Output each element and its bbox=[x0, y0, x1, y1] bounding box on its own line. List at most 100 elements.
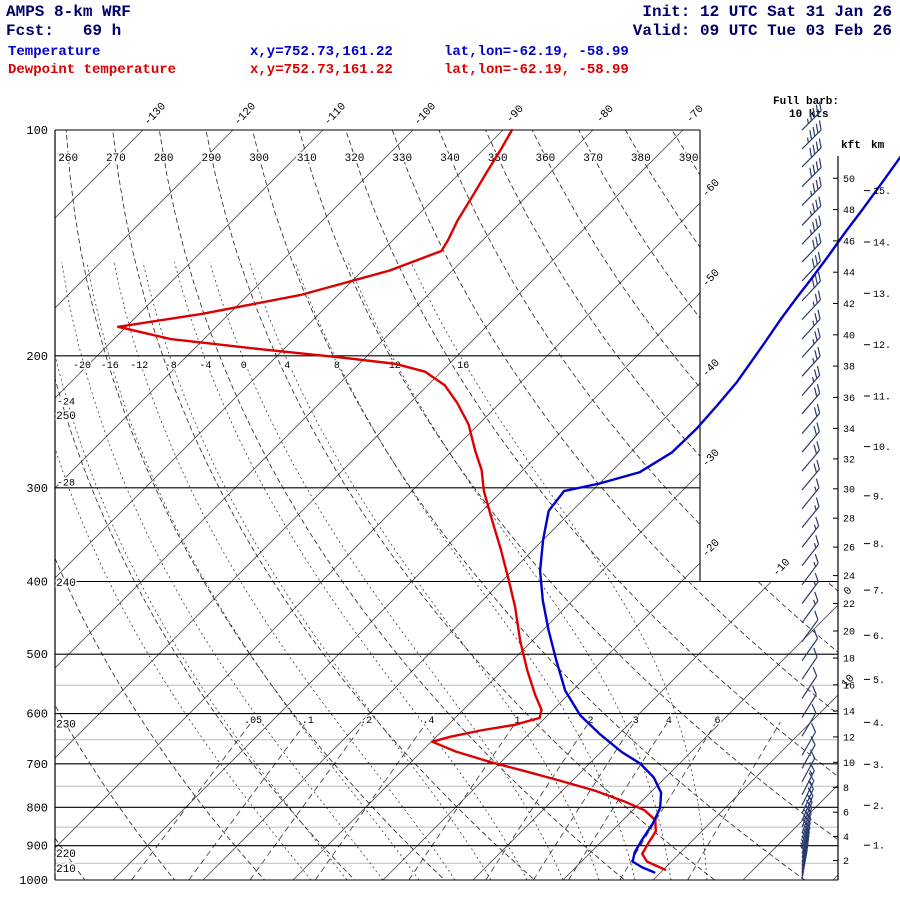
svg-text:900: 900 bbox=[26, 840, 48, 854]
svg-text:6: 6 bbox=[843, 809, 849, 820]
svg-text:-130: -130 bbox=[142, 101, 169, 128]
svg-text:4.: 4. bbox=[873, 719, 885, 730]
wind-barbs bbox=[799, 101, 822, 880]
svg-text:220: 220 bbox=[56, 849, 76, 861]
svg-text:230: 230 bbox=[56, 719, 76, 731]
altitude-axis: 2468101214161820222426283032343638404244… bbox=[833, 156, 891, 880]
kft-axis-unit: kft bbox=[841, 140, 861, 152]
svg-text:-50: -50 bbox=[700, 267, 722, 290]
svg-text:40: 40 bbox=[843, 331, 855, 342]
legend-dewpoint-latlon: lat,lon=-62.19, -58.99 bbox=[444, 62, 629, 78]
svg-text:2: 2 bbox=[843, 857, 849, 868]
svg-text:6: 6 bbox=[714, 716, 720, 727]
svg-text:600: 600 bbox=[26, 708, 48, 722]
svg-text:700: 700 bbox=[26, 758, 48, 772]
svg-text:.05: .05 bbox=[244, 716, 262, 727]
svg-text:0: 0 bbox=[842, 585, 855, 598]
svg-text:22: 22 bbox=[843, 600, 855, 611]
svg-text:-20: -20 bbox=[73, 361, 91, 372]
legend-temperature-xy: x,y=752.73,161.22 bbox=[250, 44, 393, 60]
svg-text:18: 18 bbox=[843, 655, 855, 666]
svg-text:26: 26 bbox=[843, 544, 855, 555]
svg-text:-70: -70 bbox=[684, 103, 706, 126]
moist-adiabat-lines bbox=[55, 261, 708, 880]
svg-text:2.: 2. bbox=[873, 802, 885, 813]
svg-text:32: 32 bbox=[843, 455, 855, 466]
svg-text:-24: -24 bbox=[57, 397, 75, 408]
svg-text:30: 30 bbox=[843, 485, 855, 496]
svg-text:1.: 1. bbox=[873, 842, 885, 853]
svg-text:100: 100 bbox=[26, 124, 48, 138]
svg-text:1000: 1000 bbox=[19, 874, 48, 888]
svg-text:3: 3 bbox=[633, 716, 639, 727]
mixing-ratio-labels: .05 .1 .2 .4 1 2 3 4 6 bbox=[243, 715, 722, 729]
svg-text:28: 28 bbox=[843, 515, 855, 526]
svg-text:800: 800 bbox=[26, 801, 48, 815]
dewpoint-curve bbox=[116, 128, 667, 871]
svg-text:1: 1 bbox=[514, 716, 520, 727]
forecast-hour: Fcst: 69 h bbox=[6, 22, 122, 40]
svg-text:12: 12 bbox=[843, 733, 855, 744]
svg-text:16: 16 bbox=[457, 361, 469, 372]
svg-text:34: 34 bbox=[843, 425, 855, 436]
svg-text:210: 210 bbox=[56, 864, 76, 876]
svg-text:-90: -90 bbox=[504, 103, 526, 126]
svg-text:500: 500 bbox=[26, 648, 48, 662]
temperature-curve bbox=[538, 155, 900, 874]
isobar-lines bbox=[54, 129, 838, 881]
svg-text:-60: -60 bbox=[700, 177, 722, 200]
moist-adiabat-labels: -28-24-20 -16 -12 -8 -4 0 4 8 12 16 bbox=[55, 360, 470, 491]
svg-text:48: 48 bbox=[843, 206, 855, 217]
svg-text:-120: -120 bbox=[232, 101, 259, 128]
svg-text:-30: -30 bbox=[700, 447, 722, 470]
svg-text:-4: -4 bbox=[199, 361, 211, 372]
svg-text:290: 290 bbox=[201, 153, 221, 165]
svg-text:-100: -100 bbox=[412, 101, 439, 128]
svg-text:300: 300 bbox=[249, 153, 269, 165]
svg-text:14.: 14. bbox=[873, 239, 891, 250]
svg-text:24: 24 bbox=[843, 572, 855, 583]
svg-text:340: 340 bbox=[440, 153, 460, 165]
model-title: AMPS 8-km WRF bbox=[6, 3, 131, 21]
legend-temperature-label: Temperature bbox=[8, 44, 101, 60]
svg-text:330: 330 bbox=[392, 153, 412, 165]
legend-dewpoint-xy: x,y=752.73,161.22 bbox=[250, 62, 393, 78]
svg-text:5.: 5. bbox=[873, 676, 885, 687]
isotherm-lines bbox=[55, 130, 838, 880]
svg-text:46: 46 bbox=[843, 237, 855, 248]
init-time: Init: 12 UTC Sat 31 Jan 26 bbox=[642, 3, 892, 21]
svg-text:8.: 8. bbox=[873, 540, 885, 551]
pressure-axis-labels: 100 200 300 400 500 600 700 800 900 1000 bbox=[19, 124, 48, 888]
svg-text:15.: 15. bbox=[873, 187, 891, 198]
svg-text:.2: .2 bbox=[360, 716, 372, 727]
svg-text:300: 300 bbox=[26, 482, 48, 496]
svg-text:4: 4 bbox=[284, 361, 290, 372]
svg-text:2: 2 bbox=[587, 716, 593, 727]
svg-text:16: 16 bbox=[843, 681, 855, 692]
valid-time: Valid: 09 UTC Tue 03 Feb 26 bbox=[632, 22, 892, 40]
svg-text:10: 10 bbox=[843, 759, 855, 770]
legend-temperature-latlon: lat,lon=-62.19, -58.99 bbox=[444, 44, 629, 60]
svg-text:42: 42 bbox=[843, 300, 855, 311]
svg-text:.1: .1 bbox=[302, 716, 314, 727]
dry-adiabat-top-labels: 260 270 280 290 300 310 320 330 340 350 360 370 380 3… bbox=[57, 152, 700, 167]
svg-text:8: 8 bbox=[843, 784, 849, 795]
svg-text:12.: 12. bbox=[873, 341, 891, 352]
svg-text:370: 370 bbox=[583, 153, 603, 165]
svg-text:0: 0 bbox=[241, 361, 247, 372]
svg-text:390: 390 bbox=[679, 153, 699, 165]
barb-note-line1: Full barb: bbox=[773, 96, 840, 108]
svg-text:200: 200 bbox=[26, 350, 48, 364]
svg-text:250: 250 bbox=[56, 411, 76, 423]
svg-text:380: 380 bbox=[631, 153, 651, 165]
svg-text:-12: -12 bbox=[130, 361, 148, 372]
svg-text:-80: -80 bbox=[594, 103, 616, 126]
svg-text:-10: -10 bbox=[771, 557, 793, 580]
svg-text:13.: 13. bbox=[873, 290, 891, 301]
svg-text:270: 270 bbox=[106, 153, 126, 165]
svg-text:6.: 6. bbox=[873, 632, 885, 643]
svg-text:10.: 10. bbox=[873, 443, 891, 454]
svg-text:240: 240 bbox=[56, 578, 76, 590]
